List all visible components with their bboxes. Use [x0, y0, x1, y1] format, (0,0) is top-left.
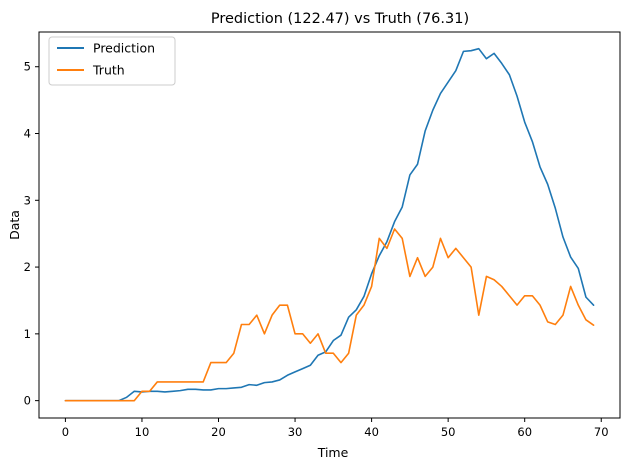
y-tick-label: 1: [24, 327, 31, 341]
series-line-truth: [64, 228, 595, 402]
x-tick-label: 60: [517, 425, 532, 439]
axes-frame: [38, 31, 621, 419]
x-tick-label: 50: [441, 425, 456, 439]
y-tick-label: 4: [24, 127, 31, 141]
y-tick-label: 0: [24, 394, 31, 408]
legend-label-truth: Truth: [92, 63, 125, 78]
y-axis-ticks: 0 1 2 3 4 5: [24, 60, 39, 408]
x-axis-label: Time: [317, 445, 349, 460]
chart-title: Prediction (122.47) vs Truth (76.31): [211, 11, 469, 27]
series-line-prediction: [64, 47, 595, 402]
x-tick-label: 40: [364, 425, 379, 439]
y-tick-label: 2: [24, 260, 31, 274]
x-tick-label: 0: [62, 425, 69, 439]
y-axis-label: Data: [7, 210, 22, 240]
x-tick-label: 70: [594, 425, 609, 439]
legend-label-prediction: Prediction: [93, 41, 155, 56]
legend: Prediction Truth: [48, 36, 176, 86]
x-tick-label: 30: [288, 425, 303, 439]
y-tick-label: 5: [24, 60, 31, 74]
x-axis-ticks: 0 10 20 30 40 50 60 70: [62, 418, 609, 439]
series-group: [64, 47, 595, 402]
x-tick-label: 10: [135, 425, 150, 439]
y-tick-label: 3: [24, 193, 31, 207]
x-tick-label: 20: [211, 425, 226, 439]
